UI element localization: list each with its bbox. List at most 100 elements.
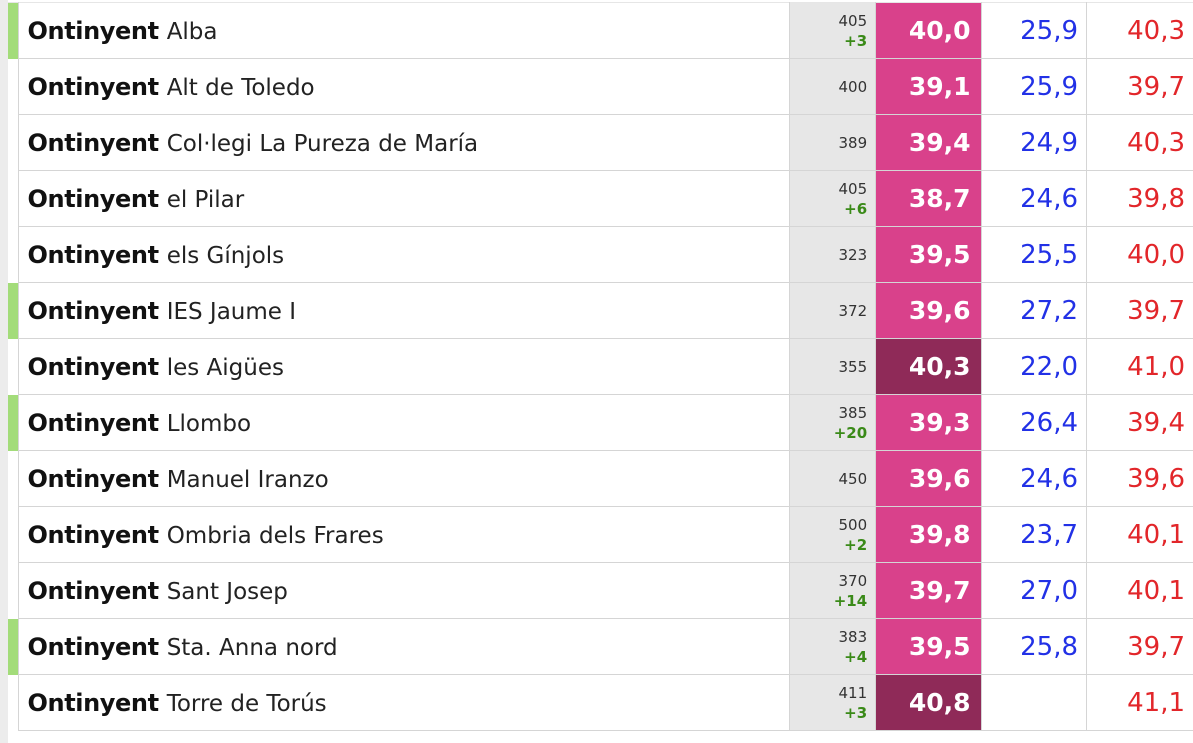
count-value: 385: [838, 403, 868, 422]
table-row[interactable]: Ontinyent Torre de Torús 411 +3 40,8 41,1: [8, 674, 1193, 731]
count-delta: +2: [844, 535, 868, 554]
score-cell: 40,8: [875, 674, 982, 731]
table-row[interactable]: Ontinyent Sant Josep 370 +14 39,7 27,0 40,…: [8, 562, 1193, 619]
score-cell: 38,7: [875, 170, 982, 227]
station-name-cell[interactable]: Ontinyent Alba: [18, 2, 790, 59]
count-value: 389: [838, 133, 868, 152]
station-name-cell[interactable]: Ontinyent Sant Josep: [18, 562, 790, 619]
count-delta: +20: [833, 423, 868, 442]
score-cell: 39,5: [875, 226, 982, 283]
table-row[interactable]: Ontinyent Alt de Toledo 400 39,1 25,9 39,…: [8, 58, 1193, 115]
red-value-cell: 39,6: [1086, 450, 1193, 507]
red-value-cell: 40,3: [1086, 114, 1193, 171]
blue-value-cell: 24,6: [980, 170, 1088, 227]
table-row[interactable]: Ontinyent Col·legi La Pureza de María 389…: [8, 114, 1193, 171]
count-delta: +6: [844, 199, 868, 218]
station-name-cell[interactable]: Ontinyent Alt de Toledo: [18, 58, 790, 115]
city-name: Ontinyent: [27, 520, 160, 549]
station-name-cell[interactable]: Ontinyent Col·legi La Pureza de María: [18, 114, 790, 171]
city-name: Ontinyent: [27, 240, 160, 269]
table-row[interactable]: Ontinyent els Gínjols 323 39,5 25,5 40,0: [8, 226, 1193, 283]
score-cell: 39,6: [875, 282, 982, 339]
count-cell: 500 +2: [788, 506, 877, 563]
row-marker: [8, 618, 19, 675]
city-name: Ontinyent: [27, 184, 160, 213]
place-name: Manuel Iranzo: [166, 466, 329, 493]
score-cell: 40,3: [875, 338, 982, 395]
count-cell: 411 +3: [788, 674, 877, 731]
city-name: Ontinyent: [27, 296, 160, 325]
red-value-cell: 39,7: [1086, 282, 1193, 339]
red-value-cell: 40,1: [1086, 506, 1193, 563]
station-name-cell[interactable]: Ontinyent Ombria dels Frares: [18, 506, 790, 563]
table-row[interactable]: Ontinyent Llombo 385 +20 39,3 26,4 39,4: [8, 394, 1193, 451]
count-value: 323: [838, 245, 868, 264]
station-name-cell[interactable]: Ontinyent IES Jaume I: [18, 282, 790, 339]
blue-value-cell: 24,6: [980, 450, 1088, 507]
stations-table-body: Ontinyent Alba 405 +3 40,0 25,9 40,3 Ontin…: [8, 2, 1193, 731]
blue-value-cell: 25,5: [980, 226, 1088, 283]
red-value-cell: 40,3: [1086, 2, 1193, 59]
row-marker: [8, 338, 19, 395]
left-edge: [0, 0, 8, 743]
count-value: 400: [838, 77, 868, 96]
count-delta: +14: [833, 591, 868, 610]
place-name: el Pilar: [166, 186, 245, 213]
station-name-cell[interactable]: Ontinyent les Aigües: [18, 338, 790, 395]
city-name: Ontinyent: [27, 16, 160, 45]
count-cell: 323: [788, 226, 877, 283]
station-name-cell[interactable]: Ontinyent Sta. Anna nord: [18, 618, 790, 675]
place-name: les Aigües: [166, 354, 284, 381]
station-name-cell[interactable]: Ontinyent Llombo: [18, 394, 790, 451]
place-name: Ombria dels Frares: [166, 522, 384, 549]
count-value: 500: [838, 515, 868, 534]
count-value: 355: [838, 357, 868, 376]
red-value-cell: 40,0: [1086, 226, 1193, 283]
count-delta: +3: [844, 31, 868, 50]
row-marker: [8, 562, 19, 619]
blue-value-cell: 22,0: [980, 338, 1088, 395]
place-name: Sta. Anna nord: [166, 634, 338, 661]
place-name: IES Jaume I: [166, 298, 297, 325]
table-row[interactable]: Ontinyent Sta. Anna nord 383 +4 39,5 25,8 …: [8, 618, 1193, 675]
table-row[interactable]: Ontinyent el Pilar 405 +6 38,7 24,6 39,8: [8, 170, 1193, 227]
score-cell: 40,0: [875, 2, 982, 59]
place-name: Col·legi La Pureza de María: [166, 130, 479, 157]
station-name-cell[interactable]: Ontinyent el Pilar: [18, 170, 790, 227]
row-marker: [8, 394, 19, 451]
table-row[interactable]: Ontinyent Ombria dels Frares 500 +2 39,8 2…: [8, 506, 1193, 563]
row-marker: [8, 170, 19, 227]
red-value-cell: 40,1: [1086, 562, 1193, 619]
city-name: Ontinyent: [27, 128, 160, 157]
table-row[interactable]: Ontinyent IES Jaume I 372 39,6 27,2 39,7: [8, 282, 1193, 339]
blue-value-cell: 25,9: [980, 2, 1088, 59]
count-cell: 372: [788, 282, 877, 339]
red-value-cell: 39,7: [1086, 618, 1193, 675]
table-row[interactable]: Ontinyent Alba 405 +3 40,0 25,9 40,3: [8, 2, 1193, 59]
count-cell: 389: [788, 114, 877, 171]
count-cell: 370 +14: [788, 562, 877, 619]
station-name-cell[interactable]: Ontinyent els Gínjols: [18, 226, 790, 283]
row-marker: [8, 506, 19, 563]
score-cell: 39,7: [875, 562, 982, 619]
row-marker: [8, 282, 19, 339]
city-name: Ontinyent: [27, 632, 160, 661]
row-marker: [8, 114, 19, 171]
count-cell: 450: [788, 450, 877, 507]
row-marker: [8, 2, 19, 59]
table-row[interactable]: Ontinyent Manuel Iranzo 450 39,6 24,6 39,…: [8, 450, 1193, 507]
count-value: 405: [838, 179, 868, 198]
table-row[interactable]: Ontinyent les Aigües 355 40,3 22,0 41,0: [8, 338, 1193, 395]
row-marker: [8, 226, 19, 283]
score-cell: 39,4: [875, 114, 982, 171]
count-delta: +4: [844, 647, 868, 666]
blue-value-cell: 25,8: [980, 618, 1088, 675]
place-name: Llombo: [166, 410, 252, 437]
count-value: 372: [838, 301, 868, 320]
station-name-cell[interactable]: Ontinyent Torre de Torús: [18, 674, 790, 731]
score-cell: 39,6: [875, 450, 982, 507]
station-name-cell[interactable]: Ontinyent Manuel Iranzo: [18, 450, 790, 507]
count-cell: 405 +3: [788, 2, 877, 59]
city-name: Ontinyent: [27, 576, 160, 605]
place-name: Sant Josep: [166, 578, 288, 605]
